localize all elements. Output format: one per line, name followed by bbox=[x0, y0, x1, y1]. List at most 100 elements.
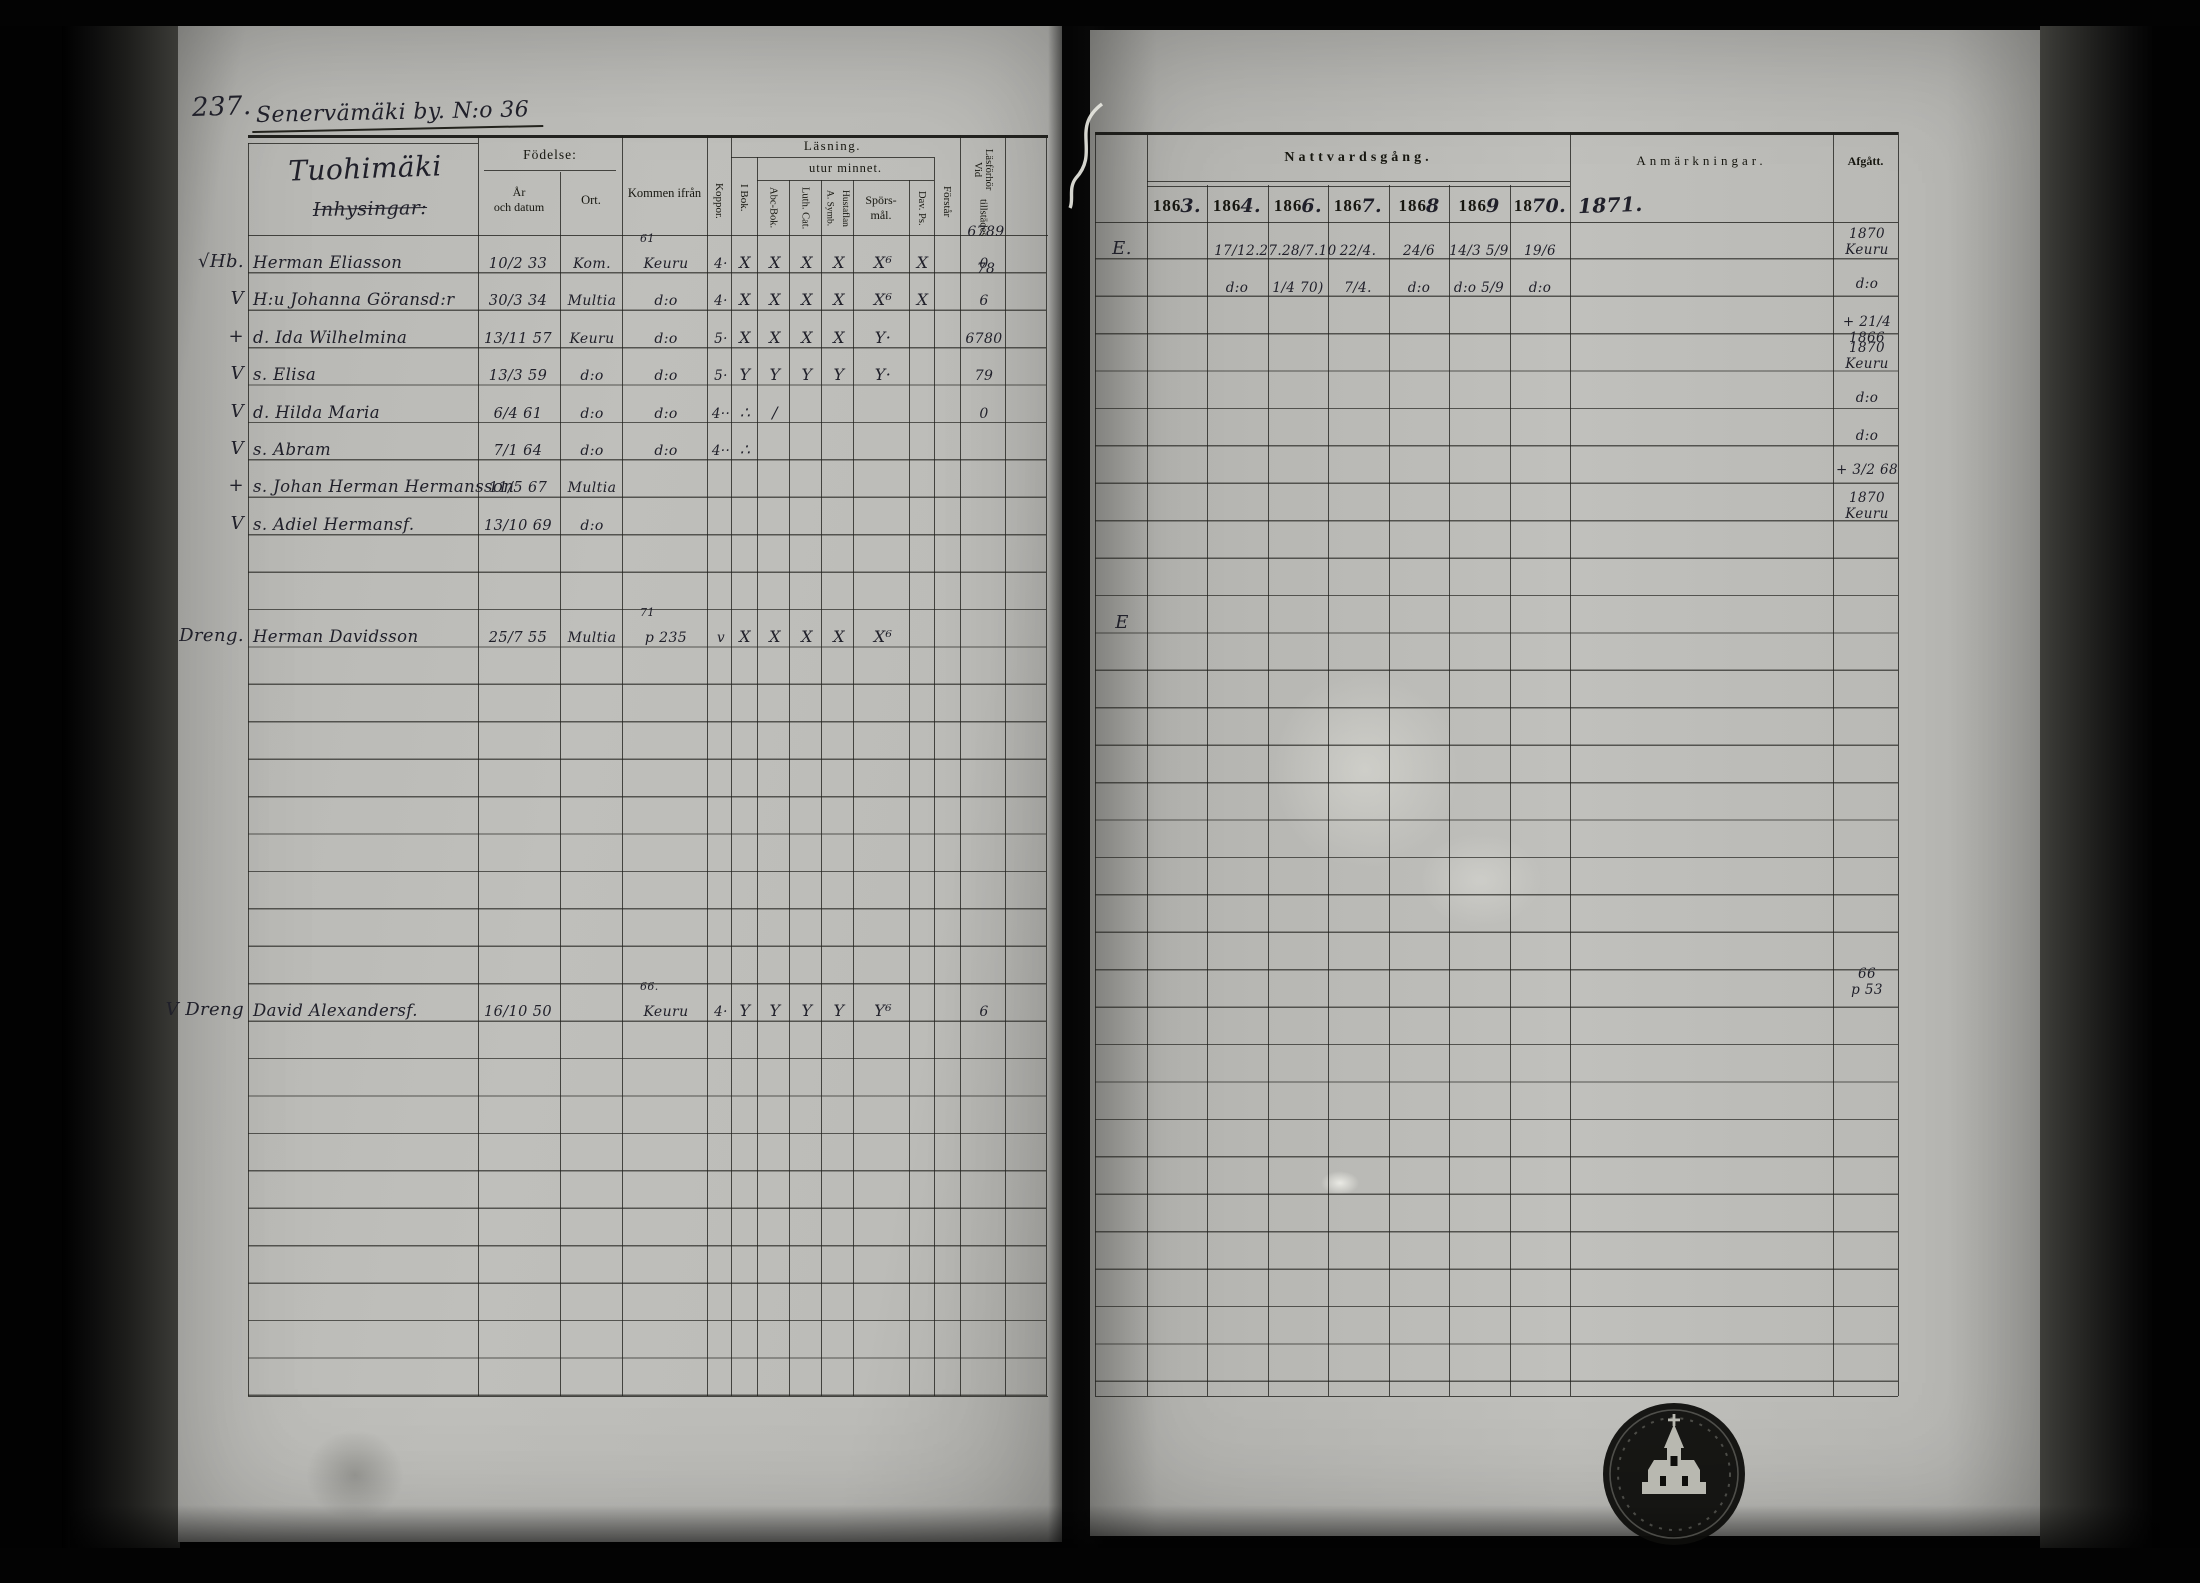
header-fodelse: Födelse: bbox=[523, 147, 577, 162]
name-cell: s. Elisa bbox=[253, 365, 317, 384]
mark-luth: Y bbox=[801, 1001, 813, 1020]
afgatt-entry: d:o bbox=[1836, 276, 1898, 292]
vid-number-top: 78 bbox=[976, 261, 996, 277]
header-vid-line2: tillstädes bbox=[977, 198, 989, 236]
header-nattvardsgang: Nattvardsgång. bbox=[1284, 150, 1433, 165]
year-header-1864: 186 4. bbox=[1207, 191, 1267, 221]
birthdate-cell: 7/1 64 bbox=[493, 443, 543, 459]
margin-mark: V Dreng bbox=[165, 999, 244, 1020]
background-top bbox=[0, 0, 2200, 26]
afgatt-line2: p 53 bbox=[1851, 982, 1883, 998]
mark-sporsmal: Y· bbox=[874, 328, 892, 347]
communion-1870: 19/6 bbox=[1524, 243, 1556, 259]
header-abc-bok: Abc-Bok. bbox=[767, 187, 779, 229]
year-printed: 186 bbox=[1398, 196, 1427, 215]
koppor-cell: 4· bbox=[714, 293, 728, 309]
register-row-herman-eliasson: √Hb. Herman Eliasson 10/2 33 Kom. Keuru … bbox=[198, 224, 1048, 273]
year-header-1869: 186 9 bbox=[1449, 191, 1509, 221]
header-luth-cat: Luth. Cat. bbox=[799, 186, 811, 230]
name-cell: Herman Davidsson bbox=[253, 627, 419, 646]
kommen-cell: d:o bbox=[654, 331, 678, 347]
year-header-1866: 186 6. bbox=[1268, 191, 1328, 221]
grid-line bbox=[248, 1396, 1048, 1398]
margin-mark: V bbox=[230, 513, 244, 534]
communion-1864: d:o bbox=[1225, 280, 1249, 296]
header-afgatt: Afgått. bbox=[1847, 153, 1884, 168]
afgatt-line1: d:o bbox=[1855, 428, 1879, 444]
koppor-cell: 5· bbox=[714, 368, 728, 384]
afgatt-entry: + 3/2 68 bbox=[1836, 462, 1898, 478]
page-heading: Senervämäki by. N:o 36 bbox=[251, 96, 544, 134]
afgatt-line1: + 3/2 68 bbox=[1836, 462, 1898, 478]
header-dav-ps: Dav. Ps. bbox=[916, 190, 927, 226]
mark-luth: X bbox=[801, 328, 813, 347]
kommen-cell: Keuru bbox=[643, 256, 689, 272]
register-row-hilda-maria: V d. Hilda Maria 6/4 61 d:o d:o 4·· ∴ / … bbox=[231, 385, 1048, 423]
afgatt-entry: + 21/4 1866 bbox=[1836, 314, 1898, 346]
margin-mark: V bbox=[230, 288, 244, 309]
background-bottom bbox=[0, 1548, 2200, 1583]
mark-luth: X bbox=[801, 627, 813, 646]
birthplace-cell: Multia bbox=[567, 293, 617, 309]
header-sporsmal-line1: Spörs- bbox=[865, 193, 897, 207]
header-hustaflan: Hustaflan bbox=[840, 189, 850, 227]
birthplace-cell: Kom. bbox=[573, 256, 611, 272]
koppor-cell: 4· bbox=[714, 1004, 728, 1020]
birthdate-cell: 10/2 33 bbox=[488, 256, 548, 272]
grid-line bbox=[1147, 185, 1570, 187]
afgatt-entry: 1870 Keuru bbox=[1836, 226, 1898, 258]
header-ort: Ort. bbox=[581, 192, 601, 207]
mark-ibok: ∴ bbox=[739, 403, 751, 422]
birthdate-cell: 16/10 50 bbox=[483, 1004, 553, 1020]
grid-line bbox=[731, 157, 934, 159]
year-written: 9 bbox=[1485, 195, 1500, 217]
mark-ibok: X bbox=[739, 328, 751, 347]
year-header-1870: 18 70. bbox=[1510, 191, 1570, 221]
afgatt-line2: Keuru bbox=[1845, 356, 1889, 372]
register-row-johanna: V H:u Johanna Göransd:r 30/3 34 Multia d… bbox=[231, 261, 1048, 310]
register-row-elisa: V s. Elisa 13/3 59 d:o d:o 5· Y Y Y Y Y·… bbox=[231, 347, 1048, 385]
birthdate-cell: 25/7 55 bbox=[488, 630, 548, 646]
year-printed: 186 bbox=[1458, 196, 1487, 215]
register-row-ida-wilhelmina: + d. Ida Wilhelmina 13/11 57 Keuru d:o 5… bbox=[229, 310, 1048, 348]
year-printed: 186 bbox=[1152, 196, 1182, 215]
mark-luth: Y bbox=[801, 365, 813, 384]
margin-mark: E. bbox=[1112, 238, 1132, 259]
communion-1866: 27.28/7.10 bbox=[1259, 243, 1337, 259]
mark-ibok: Y bbox=[739, 1001, 751, 1020]
kommen-cell: d:o bbox=[654, 368, 678, 384]
page-stack-edge-right bbox=[2040, 0, 2160, 1583]
year-header-1867: 186 7. bbox=[1328, 191, 1388, 221]
margin-mark: V bbox=[230, 438, 244, 459]
mark-davps: X bbox=[916, 290, 929, 309]
vid-number-top: 6789 bbox=[967, 224, 1005, 240]
name-cell: d. Ida Wilhelmina bbox=[253, 328, 408, 347]
grid-line bbox=[1898, 132, 1900, 1396]
ruled-rows-left bbox=[248, 236, 1046, 1396]
year-written: 4. bbox=[1240, 195, 1262, 217]
communion-row-2: d:o 1/4 70) 7/4. d:o d:o 5/9 d:o bbox=[1095, 259, 1900, 297]
year-header-1868: 186 8 bbox=[1389, 191, 1449, 221]
koppor-cell: 5· bbox=[714, 331, 728, 347]
communion-1867: 7/4. bbox=[1344, 280, 1372, 296]
mark-luth: X bbox=[801, 290, 813, 309]
mark-abc: X bbox=[769, 253, 781, 272]
year-written: 7. bbox=[1361, 195, 1383, 217]
name-cell: David Alexandersf. bbox=[253, 1001, 418, 1020]
grid-line bbox=[484, 170, 616, 172]
grid-line bbox=[1095, 1396, 1898, 1398]
header-ar-line1: År bbox=[512, 185, 526, 199]
header-sporsmal-line2: mål. bbox=[870, 208, 892, 222]
mark-symb: X bbox=[833, 290, 845, 309]
kommen-note: 71 bbox=[640, 606, 655, 619]
mark-symb: Y bbox=[833, 365, 845, 384]
book-bottom-shadow bbox=[70, 1505, 2160, 1555]
afgatt-entry: d:o bbox=[1836, 390, 1898, 406]
binding-thread bbox=[1068, 102, 1104, 209]
year-header-1863: 186 3. bbox=[1147, 191, 1207, 221]
communion-row-1: E. 17/12. 27.28/7.10 22/4. 24/6 14/3 5/9… bbox=[1095, 222, 1900, 260]
register-row-johan-herman: + s. Johan Herman Hermansson 11/5 67 Mul… bbox=[229, 459, 1048, 497]
vid-number: 6 bbox=[979, 1004, 989, 1020]
register-row-herman-davidsson: Dreng. Herman Davidsson 25/7 55 Multia p… bbox=[179, 606, 1048, 647]
